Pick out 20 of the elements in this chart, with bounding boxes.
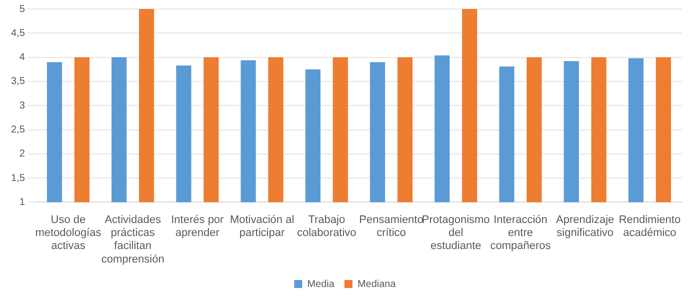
x-tick-label: Interacción entre compañeros [490,214,552,252]
legend-label: Media [307,278,335,290]
x-tick-label: Pensamiento crítico [359,214,424,240]
x-tick-label: Interés por aprender [171,214,224,240]
y-tick-label: 2 [19,148,26,160]
x-tick-label: Aprendizaje significativo [556,214,614,240]
y-tick-label: 1,5 [10,172,26,184]
y-tick-label: 4,5 [10,28,26,39]
legend-label: Mediana [357,278,396,290]
y-tick-label: 1 [19,196,26,208]
x-tick-label: Rendimiento académico [618,214,681,240]
x-tick-label: Motivación al participar [230,214,294,240]
y-tick-label: 4 [19,52,26,64]
x-tick-label: Trabajo colaborativo [296,214,356,240]
x-tick-label: Protagonismo del estudiante [422,214,490,252]
y-tick-label: 3,5 [10,76,26,88]
y-tick-label: 3 [19,100,26,112]
y-tick-label: 2,5 [10,124,26,136]
y-tick-label: 5 [19,4,26,15]
x-tick-label: Actividades prácticas facilitan comprensión [101,214,164,266]
